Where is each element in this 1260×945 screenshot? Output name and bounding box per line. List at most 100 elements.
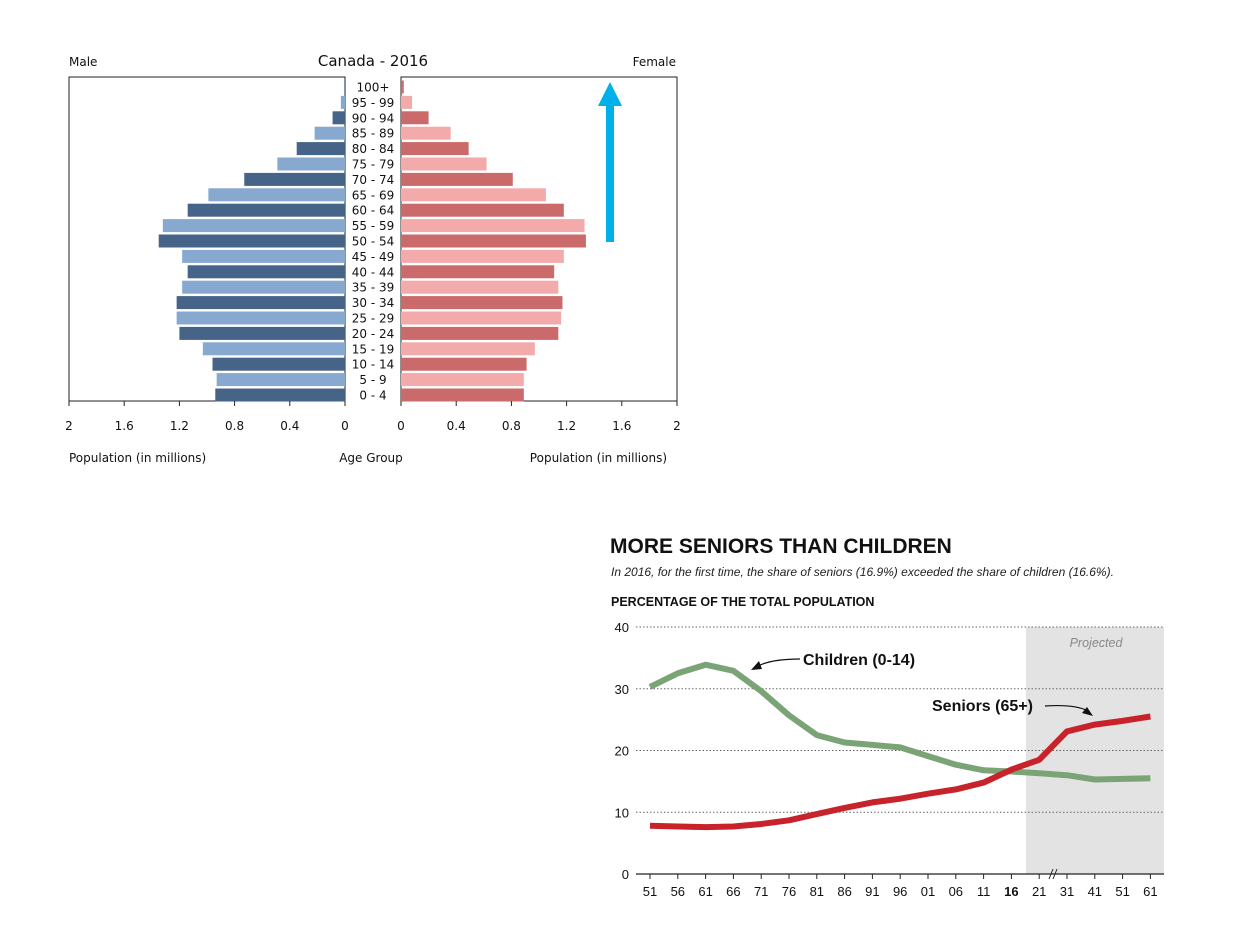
age-group-label: 10 - 14: [352, 358, 395, 372]
age-group-label: 40 - 44: [352, 265, 395, 279]
children-series-line: [648, 661, 1151, 783]
age-group-label: 85 - 89: [352, 127, 395, 141]
male-bar-25-29: [176, 311, 345, 325]
female-bar-45-49: [401, 249, 564, 263]
age-group-label: 65 - 69: [352, 188, 395, 202]
age-group-label: 35 - 39: [352, 281, 395, 295]
female-bar-65-69: [401, 188, 546, 202]
male-tick-label: 0.8: [225, 419, 244, 433]
female-tick-label: 0.4: [447, 419, 466, 433]
male-bar-45-49: [182, 249, 345, 263]
male-bar-65-69: [208, 188, 345, 202]
female-bar-55-59: [401, 219, 585, 233]
x-tick-label: 51: [643, 884, 657, 899]
projected-label: Projected: [1070, 636, 1124, 650]
age-group-label: 70 - 74: [352, 173, 395, 187]
female-bar-85-89: [401, 126, 451, 140]
line-chart-subtitle: In 2016, for the first time, the share o…: [611, 565, 1114, 579]
female-bar-75-79: [401, 157, 487, 171]
x-tick-label: 51: [1115, 884, 1129, 899]
female-bar-70-74: [401, 172, 513, 186]
x-tick-label: 96: [893, 884, 907, 899]
female-xlabel: Population (in millions): [530, 451, 667, 465]
male-bar-20-24: [179, 326, 345, 340]
seniors-series-line: [649, 713, 1151, 831]
population-pyramid-chart: Canada - 2016 Male Female 0 - 4 5 - 910 -…: [65, 52, 681, 465]
x-tick-label: 11: [977, 884, 991, 899]
x-tick-label: 01: [921, 884, 935, 899]
female-tick-label: 0: [397, 419, 405, 433]
female-tick-label: 0.8: [502, 419, 521, 433]
male-bar-5-9: [216, 373, 345, 387]
age-group-label: 0 - 4: [359, 389, 386, 403]
x-tick-label: 76: [782, 884, 796, 899]
male-bar-50-54: [158, 234, 345, 248]
male-tick-label: 0: [341, 419, 349, 433]
x-tick-label: 21: [1032, 884, 1046, 899]
male-bar-100plus: [344, 80, 345, 94]
female-bar-80-84: [401, 142, 469, 156]
age-group-xlabel: Age Group: [339, 451, 403, 465]
male-bar-0-4: [215, 388, 345, 402]
x-tick-label: 71: [754, 884, 768, 899]
x-tick-label: 31: [1060, 884, 1074, 899]
age-group-label: 75 - 79: [352, 158, 395, 172]
male-tick-label: 0.4: [280, 419, 299, 433]
children-arrow: [755, 658, 801, 668]
female-bar-20-24: [401, 326, 559, 340]
male-xlabel: Population (in millions): [69, 451, 206, 465]
female-tick-label: 1.6: [612, 419, 631, 433]
female-bar-10-14: [401, 357, 527, 371]
female-bar-40-44: [401, 265, 555, 279]
male-bar-35-39: [182, 280, 345, 294]
age-group-label: 50 - 54: [352, 235, 395, 249]
age-group-label: 25 - 29: [352, 312, 395, 326]
male-tick-label: 2: [65, 419, 73, 433]
male-tick-label: 1.2: [170, 419, 189, 433]
seniors-series-label: Seniors (65+): [932, 698, 1033, 715]
arrow-shaft: [606, 105, 614, 242]
seniors-arrowhead: [1082, 707, 1093, 716]
male-bar-75-79: [277, 157, 345, 171]
female-tick-label: 1.2: [557, 419, 576, 433]
line-chart-title: MORE SENIORS THAN CHILDREN: [610, 535, 952, 558]
x-tick-label: 56: [671, 884, 685, 899]
age-group-label: 95 - 99: [352, 96, 395, 110]
children-series-label: Children (0-14): [803, 652, 915, 669]
x-tick-label: 86: [837, 884, 851, 899]
age-group-label: 15 - 19: [352, 342, 395, 356]
male-bar-10-14: [212, 357, 345, 371]
y-tick-label: 0: [622, 867, 629, 882]
female-bar-0-4: [401, 388, 524, 402]
female-bar-25-29: [401, 311, 562, 325]
seniors-annotation: Seniors (65+): [932, 698, 1093, 716]
female-bar-5-9: [401, 373, 524, 387]
age-group-label: 100+: [357, 81, 390, 95]
male-bar-95-99: [340, 95, 345, 109]
children-annotation: Children (0-14): [751, 652, 915, 670]
pyramid-title: Canada - 2016: [318, 52, 428, 70]
male-bar-30-34: [176, 296, 345, 310]
y-tick-label: 10: [615, 805, 629, 820]
female-bar-50-54: [401, 234, 586, 248]
age-group-label: 5 - 9: [359, 373, 386, 387]
age-group-label: 45 - 49: [352, 250, 395, 264]
x-tick-label: 81: [810, 884, 824, 899]
axis-break-mark: [1048, 868, 1058, 880]
male-bar-70-74: [244, 172, 345, 186]
male-tick-label: 1.6: [115, 419, 134, 433]
y-tick-label: 40: [615, 620, 629, 635]
x-tick-label: 41: [1088, 884, 1102, 899]
age-group-label: 55 - 59: [352, 219, 395, 233]
female-bar-35-39: [401, 280, 559, 294]
female-bar-30-34: [401, 296, 563, 310]
age-group-label: 20 - 24: [352, 327, 395, 341]
male-bar-85-89: [314, 126, 345, 140]
x-tick-label: 16: [1004, 884, 1018, 899]
male-bar-55-59: [162, 219, 345, 233]
x-tick-label: 61: [1143, 884, 1157, 899]
x-tick-label: 66: [726, 884, 740, 899]
female-bar-15-19: [401, 342, 535, 356]
age-group-label: 60 - 64: [352, 204, 395, 218]
